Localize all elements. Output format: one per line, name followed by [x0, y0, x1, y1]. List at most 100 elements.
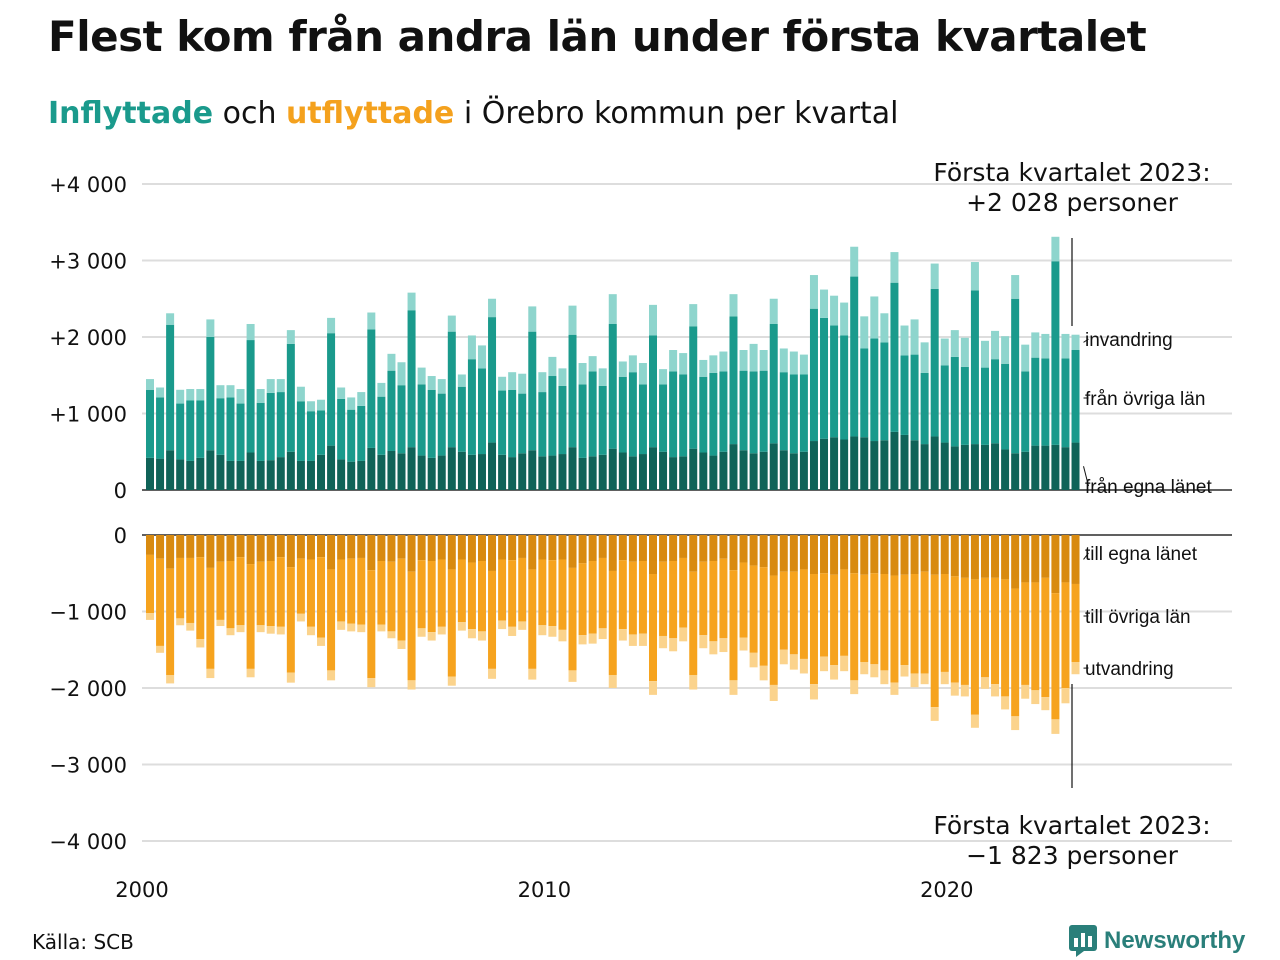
bar-outflow-other-counties [578, 563, 587, 636]
bar-inflow-other-counties [367, 329, 376, 448]
bar-inflow-other-counties [598, 385, 607, 455]
bar-inflow-immigration [457, 374, 466, 387]
y-tick-label: 0 [114, 524, 127, 548]
bar-inflow-other-counties [357, 405, 366, 461]
bar-inflow-own-county [960, 444, 969, 490]
bar-inflow-immigration [970, 262, 979, 291]
bar-inflow-other-counties [1001, 363, 1010, 450]
bar-inflow-immigration [387, 353, 396, 371]
bar-outflow-own-county [508, 535, 517, 561]
bar-inflow-immigration [508, 372, 517, 390]
bar-outflow-own-county [669, 535, 678, 562]
bar-inflow-immigration [296, 386, 305, 402]
bar-outflow-other-counties [266, 561, 275, 627]
bar-inflow-own-county [699, 452, 708, 490]
bar-outflow-own-county [618, 535, 627, 561]
bar-outflow-emigration [669, 638, 678, 652]
bar-inflow-own-county [196, 457, 205, 490]
bar-outflow-own-county [910, 535, 919, 575]
bar-outflow-emigration [276, 626, 285, 635]
bar-outflow-own-county [840, 535, 849, 570]
bar-outflow-other-counties [900, 574, 909, 666]
bar-inflow-other-counties [146, 389, 154, 458]
bar-outflow-other-counties [649, 574, 657, 682]
bar-outflow-other-counties [729, 570, 738, 681]
bar-inflow-immigration [910, 319, 919, 355]
bar-outflow-own-county [498, 535, 507, 560]
bar-outflow-other-counties [146, 554, 154, 614]
bar-inflow-other-counties [226, 397, 235, 461]
bar-outflow-emigration [437, 626, 446, 635]
bar-outflow-other-counties [477, 561, 486, 632]
bar-outflow-own-county [628, 535, 637, 562]
bar-outflow-emigration [296, 613, 305, 622]
bar-outflow-emigration [628, 634, 637, 646]
bar-outflow-other-counties [417, 560, 426, 629]
series-label-to-other-counties: till övriga län [1085, 607, 1191, 628]
bar-inflow-other-counties [910, 354, 919, 441]
bar-outflow-other-counties [940, 574, 949, 672]
bar-inflow-immigration [820, 289, 829, 318]
bar-outflow-other-counties [608, 570, 617, 675]
bar-inflow-immigration [276, 379, 285, 393]
source-note: Källa: SCB [32, 930, 134, 954]
bar-outflow-own-county [608, 535, 617, 571]
newsworthy-logo: Newsworthy [1068, 924, 1245, 958]
bar-inflow-immigration [840, 302, 849, 336]
bar-inflow-other-counties [558, 385, 567, 455]
bar-inflow-own-county [860, 437, 869, 490]
bar-outflow-emigration [699, 635, 708, 649]
bar-outflow-emigration [347, 623, 356, 632]
bar-inflow-own-county [689, 448, 698, 490]
bar-inflow-own-county [166, 450, 175, 490]
bar-outflow-other-counties [256, 561, 265, 626]
bar-outflow-own-county [689, 535, 698, 572]
bar-inflow-own-county [1001, 449, 1010, 490]
bar-inflow-other-counties [709, 372, 718, 456]
bar-inflow-own-county [638, 454, 647, 490]
series-label-immigration-tick [1083, 338, 1089, 343]
bar-outflow-own-county [870, 535, 879, 574]
bar-inflow-own-county [880, 440, 889, 490]
bar-inflow-immigration [427, 376, 436, 390]
bar-outflow-emigration [870, 664, 879, 678]
bar-outflow-emigration [236, 625, 245, 633]
bar-inflow-other-counties [498, 390, 507, 455]
bar-outflow-other-counties [176, 557, 185, 619]
bar-inflow-own-county [407, 447, 416, 490]
bar-outflow-own-county [1041, 535, 1050, 578]
bar-inflow-immigration [518, 373, 527, 394]
bar-inflow-immigration [317, 399, 326, 411]
bar-inflow-immigration [799, 354, 808, 375]
bar-inflow-immigration [156, 387, 165, 398]
bar-inflow-other-counties [991, 359, 1000, 444]
bar-outflow-emigration [146, 613, 154, 620]
bar-inflow-own-county [820, 438, 829, 490]
bar-inflow-immigration [246, 323, 255, 341]
bar-inflow-own-county [337, 459, 346, 490]
bar-outflow-own-county [407, 535, 416, 572]
bar-inflow-own-county [608, 448, 617, 490]
bar-inflow-own-county [910, 440, 919, 490]
bar-inflow-immigration [1031, 332, 1040, 358]
bar-outflow-own-county [1071, 535, 1080, 584]
bar-outflow-emigration [900, 665, 909, 677]
bar-inflow-other-counties [276, 392, 285, 458]
bar-inflow-other-counties [789, 374, 798, 454]
bar-inflow-other-counties [950, 356, 959, 447]
bar-outflow-emigration [377, 624, 386, 632]
x-tick-label: 2000 [115, 878, 168, 902]
y-tick-label: −4 000 [49, 830, 127, 854]
bar-inflow-other-counties [769, 323, 778, 444]
bar-outflow-other-counties [991, 577, 1000, 685]
bar-outflow-own-county [779, 535, 788, 572]
bar-outflow-emigration [608, 674, 617, 688]
bar-outflow-emigration [970, 714, 979, 728]
bar-inflow-immigration [920, 342, 929, 373]
bar-inflow-own-county [427, 457, 436, 490]
bar-inflow-own-county [991, 443, 1000, 490]
bar-inflow-other-counties [1011, 298, 1020, 454]
bar-inflow-own-county [779, 450, 788, 490]
bar-outflow-own-county [578, 535, 587, 564]
bar-inflow-other-counties [1061, 358, 1070, 448]
